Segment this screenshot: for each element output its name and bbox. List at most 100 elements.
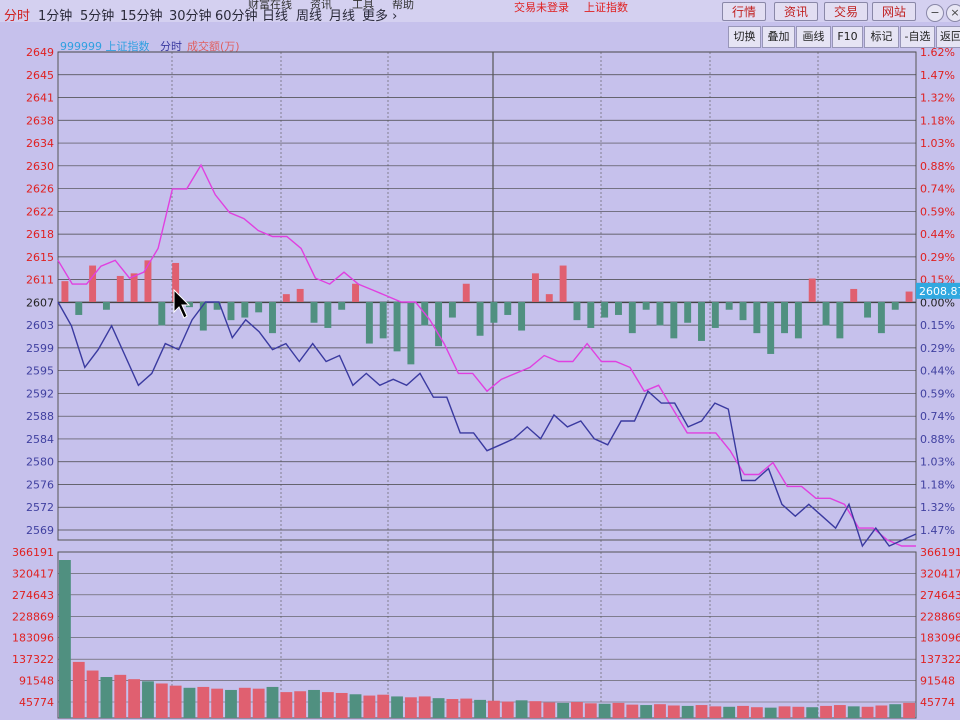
volume-bar <box>432 698 445 718</box>
volume-bar <box>72 661 85 718</box>
volume-bar <box>474 699 486 718</box>
volume-bar <box>183 687 196 718</box>
volume-bar <box>903 702 915 718</box>
net-bar <box>836 301 844 339</box>
volume-bar <box>418 696 431 718</box>
volume-bar <box>806 707 819 718</box>
volume-bar <box>294 691 307 718</box>
volume-bar <box>266 686 279 718</box>
volume-bar <box>308 689 320 718</box>
price-axis-label: 2576 <box>26 478 54 491</box>
net-bar <box>891 301 899 310</box>
tool-2[interactable]: 画线 <box>796 26 831 48</box>
price-axis-label: 2626 <box>26 183 54 196</box>
top-button-2[interactable]: 交易 <box>824 2 868 21</box>
net-bar <box>116 275 124 302</box>
menu-0[interactable]: 财富在线 <box>248 0 292 11</box>
volume-axis-label: 228869 <box>12 610 54 623</box>
menu-1[interactable]: 资讯 <box>310 0 332 11</box>
volume-axis-label: 274643 <box>12 589 54 602</box>
net-bar <box>393 301 401 352</box>
volume-bar <box>709 706 722 718</box>
net-bar <box>753 301 761 334</box>
volume-bar <box>321 692 334 718</box>
price-axis-label: 2638 <box>26 114 54 127</box>
top-button-1[interactable]: 资讯 <box>774 2 818 21</box>
top-button-0[interactable]: 行情 <box>722 2 766 21</box>
volume-axis-label-right: 183096 <box>920 632 960 645</box>
net-bar <box>435 301 443 347</box>
tool-0[interactable]: 切换 <box>728 26 761 48</box>
volume-axis-label-right: 274643 <box>920 589 960 602</box>
volume-bar <box>654 704 666 718</box>
volume-bar <box>723 706 736 718</box>
top-button-3[interactable]: 网站 <box>872 2 916 21</box>
net-bar <box>698 301 705 341</box>
volume-axis-label: 91548 <box>19 675 54 688</box>
menu-2[interactable]: 工具 <box>352 0 374 11</box>
volume-bar <box>197 686 210 718</box>
price-axis-label: 2569 <box>26 524 54 537</box>
index-status[interactable]: 上证指数 <box>584 1 628 14</box>
pct-axis-label: 1.32% <box>920 92 955 105</box>
timeframe-8[interactable]: 月线 <box>329 9 356 24</box>
pct-axis-label: 0.44% <box>920 228 955 241</box>
pct-axis-label: 0.74% <box>920 410 955 423</box>
volume-bar <box>764 707 777 718</box>
close-icon[interactable]: × <box>946 4 960 22</box>
net-bar <box>61 281 69 302</box>
volume-bar <box>612 702 625 718</box>
timeframe-7[interactable]: 周线 <box>296 9 323 24</box>
volume-bar <box>238 687 251 718</box>
net-bar <box>75 301 83 315</box>
timeframe-4[interactable]: 30分钟 <box>169 9 212 24</box>
volume-bar <box>557 702 570 718</box>
price-axis-label: 2599 <box>26 342 54 355</box>
volume-bar <box>778 706 791 718</box>
volume-bar <box>59 560 71 718</box>
net-bar <box>573 301 581 321</box>
timeframe-6[interactable]: 日线 <box>262 9 289 24</box>
price-line <box>57 301 917 548</box>
timeframe-0[interactable]: 分时 <box>4 9 31 24</box>
menu-3[interactable]: 帮助 <box>392 0 414 11</box>
price-axis-label: 2607 <box>26 296 54 309</box>
timeframe-3[interactable]: 15分钟 <box>120 9 163 24</box>
volume-bar <box>404 697 417 718</box>
net-bar <box>670 301 678 339</box>
net-bar <box>781 301 788 334</box>
minimize-icon[interactable]: − <box>926 4 944 22</box>
mouse-cursor-icon <box>173 288 191 319</box>
price-axis-label: 2649 <box>26 46 54 59</box>
pct-axis-label: 0.44% <box>920 365 955 378</box>
current-price-label: 2608.87 <box>919 285 960 298</box>
legend-code: 999999 上证指数 <box>60 40 150 53</box>
pct-axis-label: 1.03% <box>920 456 955 469</box>
pct-axis-label: 1.32% <box>920 501 955 514</box>
net-bar <box>767 301 775 354</box>
timeframe-5[interactable]: 60分钟 <box>215 9 258 24</box>
tool-5[interactable]: -自选 <box>900 26 935 48</box>
tool-4[interactable]: 标记 <box>864 26 899 48</box>
tool-3[interactable]: F10 <box>832 26 863 48</box>
top-bar <box>0 0 960 22</box>
net-bar <box>822 301 830 326</box>
volume-bar <box>598 703 611 718</box>
price-axis-label: 2603 <box>26 319 54 332</box>
price-axis-label: 2645 <box>26 69 54 82</box>
pct-axis-label: 1.47% <box>920 69 955 82</box>
net-bar <box>269 301 276 334</box>
timeframe-9[interactable]: 更多 › <box>362 9 398 24</box>
login-status[interactable]: 交易未登录 <box>514 1 569 14</box>
volume-bar <box>363 695 376 718</box>
timeframe-1[interactable]: 1分钟 <box>38 9 73 24</box>
net-bar <box>199 301 207 331</box>
tool-1[interactable]: 叠加 <box>762 26 795 48</box>
tool-6[interactable]: 返回 <box>936 26 960 48</box>
volume-bar <box>446 699 459 718</box>
volume-bar <box>515 700 528 718</box>
volume-bar <box>543 702 556 718</box>
timeframe-2[interactable]: 5分钟 <box>80 9 115 24</box>
net-bar <box>725 301 733 310</box>
